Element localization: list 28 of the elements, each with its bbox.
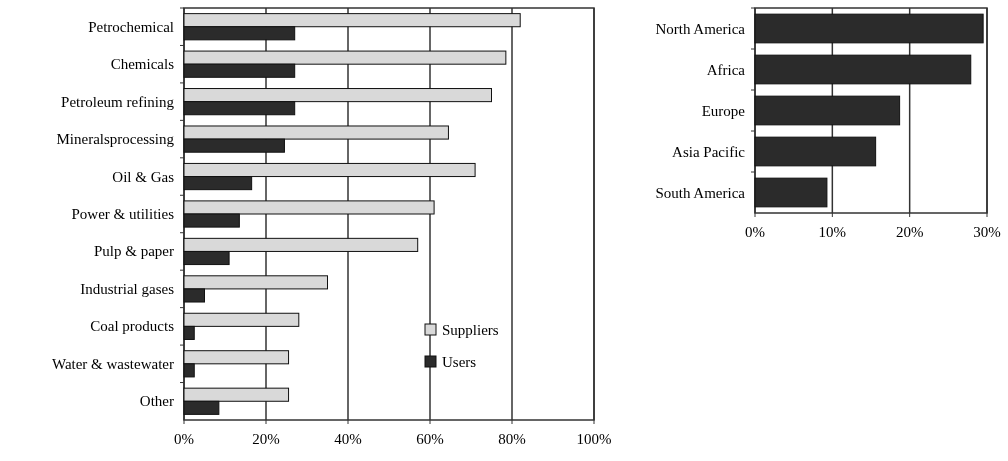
- y-tick-label: Oil & Gas: [112, 168, 175, 185]
- x-tick-label: 10%: [818, 224, 847, 240]
- y-tick-label: North America: [655, 20, 746, 37]
- x-tick-label: 20%: [895, 224, 924, 240]
- legend-label: Users: [442, 354, 477, 370]
- y-tick-label: Coal products: [90, 318, 175, 335]
- x-tick-label: 20%: [252, 431, 280, 447]
- y-tick-label: Industrial gases: [80, 280, 175, 297]
- y-tick-label: Water & wastewater: [51, 355, 174, 372]
- y-tick-label: Europe: [701, 102, 746, 119]
- x-tick-label: 0%: [745, 224, 765, 240]
- y-tick-label: Petrochemical: [88, 18, 174, 35]
- x-tick-label: 80%: [498, 431, 526, 447]
- y-tick-label: Pulp & paper: [94, 243, 174, 260]
- y-tick-label: Africa: [706, 61, 746, 78]
- y-tick-label: Power & utilities: [71, 206, 175, 222]
- x-tick-label: 60%: [416, 431, 444, 447]
- y-tick-label: Chemicals: [110, 56, 175, 73]
- y-tick-label: Mineralsprocessing: [56, 131, 175, 148]
- x-tick-label: 0%: [174, 431, 194, 447]
- y-tick-label: Asia Pacific: [672, 143, 746, 160]
- y-tick-label: South America: [655, 184, 746, 201]
- legend-label: Suppliers: [442, 322, 499, 338]
- y-tick-label: Petroleum refining: [61, 93, 175, 110]
- x-tick-label: 40%: [334, 431, 362, 447]
- x-tick-label: 100%: [576, 431, 612, 447]
- x-tick-label: 30%: [973, 224, 1001, 240]
- y-tick-label: Other: [139, 393, 174, 410]
